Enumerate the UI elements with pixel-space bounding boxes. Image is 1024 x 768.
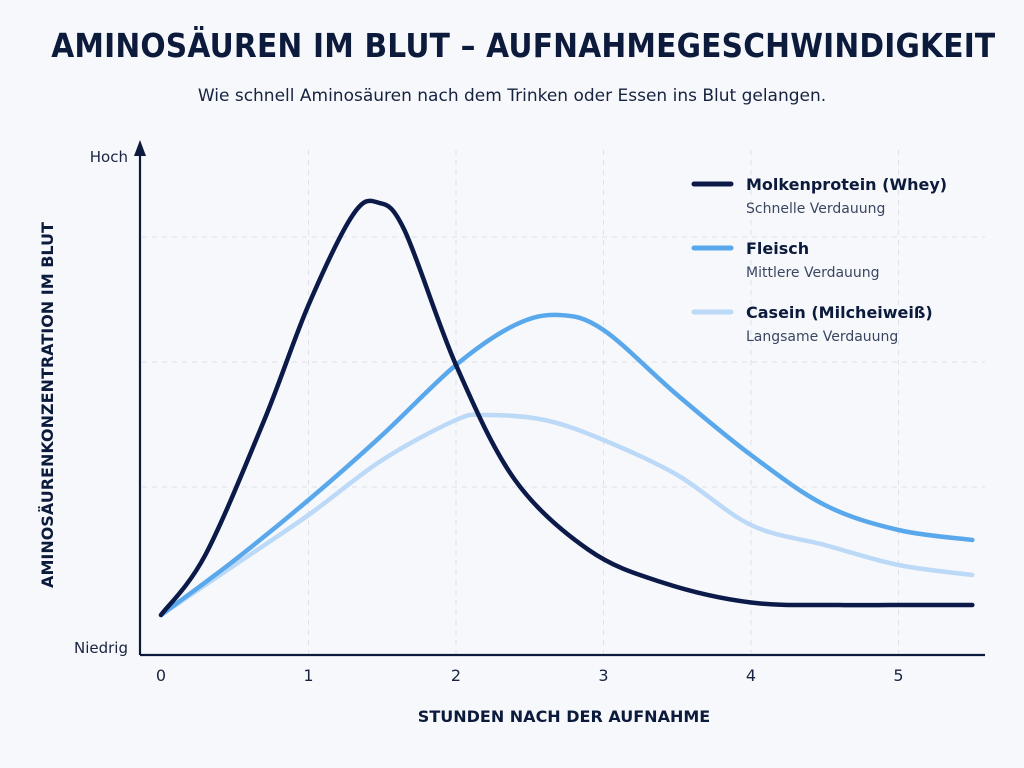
y-axis-arrow-icon <box>134 140 146 156</box>
legend-series-description: Mittlere Verdauung <box>746 265 880 281</box>
x-axis-title: STUNDEN NACH DER AUFNAHME <box>418 707 710 726</box>
x-tick-label: 1 <box>303 666 313 685</box>
series-lines <box>158 198 975 618</box>
x-tick-label: 4 <box>746 666 756 685</box>
series-line-2 <box>158 412 975 618</box>
x-tick-labels: 0 1 2 3 4 5 <box>156 666 904 685</box>
series-line-1 <box>158 312 975 618</box>
x-tick-label: 2 <box>451 666 461 685</box>
chart-subtitle: Wie schnell Aminosäuren nach dem Trinken… <box>197 86 827 106</box>
legend: Molkenprotein (Whey) Schnelle Verdauung Fl… <box>691 175 947 345</box>
y-axis-title: AMINOSÄURENKONZENTRATION IM BLUT <box>38 222 57 588</box>
y-low-label: Niedrig <box>74 639 128 657</box>
x-tick-label: 0 <box>156 666 166 685</box>
legend-series-description: Langsame Verdauung <box>746 329 898 345</box>
legend-series-name: Casein (Milcheiweiß) <box>746 303 933 322</box>
legend-series-name: Fleisch <box>746 239 809 258</box>
legend-series-name: Molkenprotein (Whey) <box>746 175 947 194</box>
series-line-0 <box>158 198 975 618</box>
y-high-label: Hoch <box>90 148 128 166</box>
grid-lines <box>142 150 985 653</box>
legend-series-description: Schnelle Verdauung <box>746 201 885 217</box>
x-tick-label: 5 <box>893 666 903 685</box>
chart-title: AMINOSÄUREN IM BLUT – AUFNAHMEGESCHWINDI… <box>51 26 996 65</box>
x-tick-label: 3 <box>598 666 608 685</box>
